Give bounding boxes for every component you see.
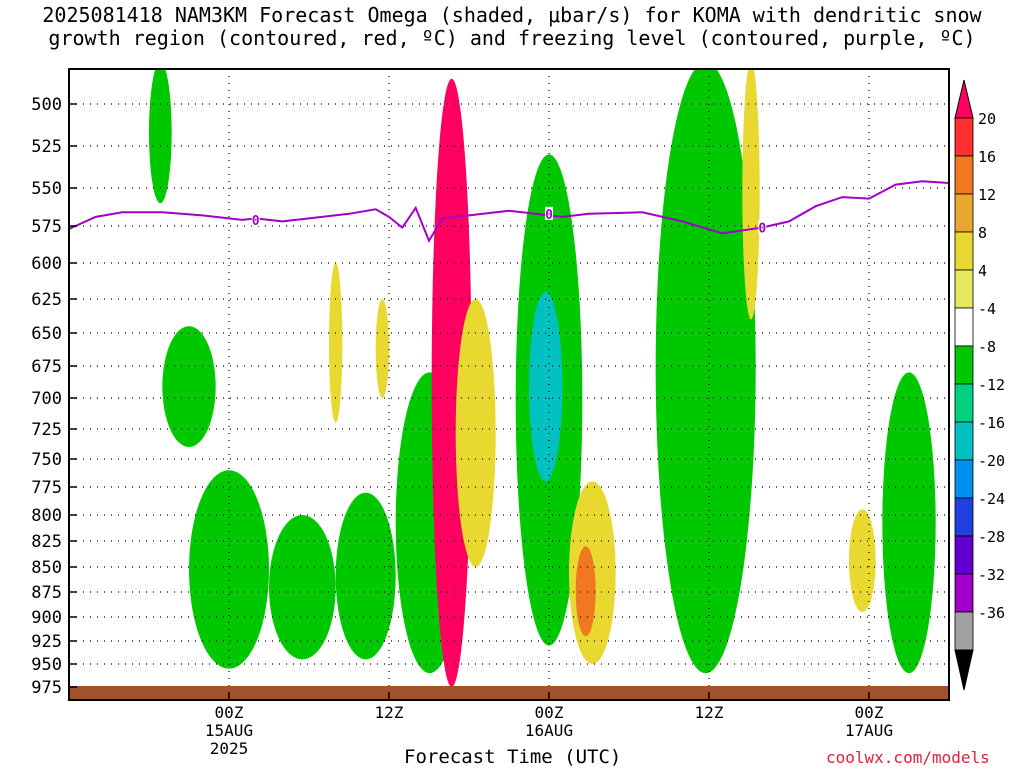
colorbar-label-3: 8	[978, 224, 987, 242]
omega-region-16	[375, 299, 390, 398]
y-tick-label-900: 900	[31, 608, 62, 628]
colorbar-segment-12	[954, 573, 974, 613]
y-tick-label-775: 775	[31, 478, 62, 498]
freezing-level-label-1: 0	[545, 208, 553, 223]
x-tick-label-1-0: 12Z	[375, 703, 404, 722]
x-tick-label-4-1: 17AUG	[845, 721, 893, 740]
credit-text: coolwx.com/models	[826, 748, 990, 767]
colorbar-segment-4	[954, 269, 974, 309]
colorbar-segment-10	[954, 497, 974, 537]
x-tick-label-2-1: 16AUG	[525, 721, 573, 740]
omega-region-9	[529, 291, 563, 482]
colorbar-top-arrow	[954, 79, 974, 119]
colorbar-label-0: 20	[978, 110, 996, 128]
y-tick-label-500: 500	[31, 95, 62, 115]
x-axis-label: Forecast Time (UTC)	[404, 746, 622, 768]
omega-region-15	[849, 509, 876, 612]
freezing-level-label-0: 0	[252, 214, 260, 229]
x-tick-label-0-0: 00Z	[215, 703, 244, 722]
y-tick-label-700: 700	[31, 389, 62, 409]
colorbar-label-1: 16	[978, 148, 996, 166]
y-tick-label-925: 925	[31, 632, 62, 652]
y-tick-label-975: 975	[31, 678, 62, 698]
colorbar-label-4: 4	[978, 262, 987, 280]
freezing-level-line	[69, 180, 949, 244]
omega-region-1	[162, 326, 216, 447]
x-tick-label-0-1: 15AUG	[205, 721, 253, 740]
freezing-level-label-2: 0	[758, 221, 766, 236]
colorbar-label-10: -24	[978, 490, 1005, 508]
colorbar-segment-8	[954, 421, 974, 461]
y-tick-label-725: 725	[31, 420, 62, 440]
colorbar-label-2: 12	[978, 186, 996, 204]
y-tick-label-825: 825	[31, 532, 62, 552]
colorbar-label-13: -36	[978, 604, 1005, 622]
colorbar-segment-13	[954, 611, 974, 651]
y-tick-label-625: 625	[31, 290, 62, 310]
colorbar-label-7: -12	[978, 376, 1005, 394]
omega-region-7	[455, 299, 496, 567]
omega-region-11	[575, 546, 596, 637]
freezing-label-bg-0	[251, 212, 260, 226]
colorbar-label-6: -8	[978, 338, 996, 356]
title-line-1: 2025081418 NAM3KM Forecast Omega (shaded…	[42, 3, 982, 27]
colorbar-segment-11	[954, 535, 974, 575]
colorbar-label-12: -32	[978, 566, 1005, 584]
omega-region-6	[431, 78, 472, 687]
plot-frame	[68, 68, 950, 701]
x-tick-label-3-0: 12Z	[695, 703, 724, 722]
colorbar-bottom-arrow	[954, 649, 974, 691]
omega-region-13	[742, 69, 760, 320]
y-tick-label-525: 525	[31, 137, 62, 157]
y-tick-label-875: 875	[31, 583, 62, 603]
freezing-label-bg-2	[758, 220, 767, 234]
colorbar-segment-0	[954, 117, 974, 157]
colorbar-segment-7	[954, 383, 974, 423]
y-tick-label-675: 675	[31, 357, 62, 377]
omega-region-4	[335, 492, 396, 660]
title-line-2: growth region (contoured, red, ºC) and f…	[48, 26, 976, 50]
colorbar-label-8: -16	[978, 414, 1005, 432]
y-tick-label-650: 650	[31, 324, 62, 344]
freezing-label-bg-1	[545, 206, 553, 220]
colorbar-segment-9	[954, 459, 974, 499]
chart-title: 2025081418 NAM3KM Forecast Omega (shaded…	[0, 4, 1024, 50]
y-tick-label-800: 800	[31, 506, 62, 526]
colorbar-segment-3	[954, 231, 974, 271]
x-tick-label-0-2: 2025	[210, 739, 249, 758]
colorbar-label-9: -20	[978, 452, 1005, 470]
omega-region-17	[329, 263, 343, 423]
colorbar-segment-6	[954, 345, 974, 385]
y-tick-label-600: 600	[31, 254, 62, 274]
y-tick-label-750: 750	[31, 450, 62, 470]
y-tick-label-550: 550	[31, 179, 62, 199]
colorbar-label-11: -28	[978, 528, 1005, 546]
y-tick-label-575: 575	[31, 217, 62, 237]
omega-region-14	[882, 372, 936, 674]
colorbar-segment-2	[954, 193, 974, 233]
colorbar-segment-1	[954, 155, 974, 195]
omega-region-0	[149, 69, 172, 204]
x-tick-label-2-0: 00Z	[535, 703, 564, 722]
x-tick-label-4-0: 00Z	[855, 703, 884, 722]
y-tick-label-950: 950	[31, 655, 62, 675]
colorbar-label-5: -4	[978, 300, 996, 318]
omega-region-3	[269, 515, 336, 660]
omega-region-2	[189, 470, 269, 669]
colorbar-segment-5	[954, 307, 974, 347]
omega-region-12	[655, 69, 756, 674]
ground-fill	[69, 686, 949, 700]
y-tick-label-850: 850	[31, 558, 62, 578]
